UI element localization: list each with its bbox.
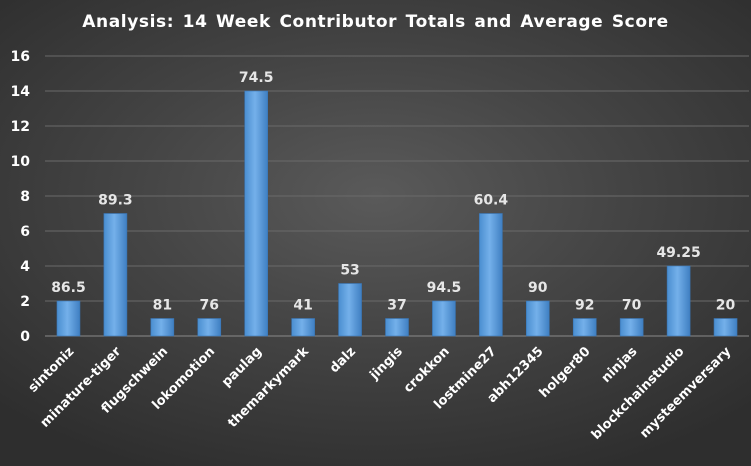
bar-lostmine27 (479, 213, 503, 337)
bar-dalz (338, 283, 362, 337)
y-tick-label: 14 (11, 84, 31, 100)
y-tick-label: 2 (20, 294, 30, 310)
bar-ninjas (619, 318, 644, 337)
data-label-holger80: 92 (575, 298, 594, 314)
bar-minature-tiger (103, 213, 128, 337)
data-label-minature-tiger: 89.3 (98, 193, 133, 209)
chart-title: Analysis: 14 Week Contributor Totals and… (82, 12, 669, 32)
x-tick-label-mysteemversary: mysteemversary (637, 344, 734, 441)
y-tick-label: 10 (11, 154, 31, 170)
gridlines (45, 55, 749, 337)
x-axis: sintonizminature-tigerflugschweinlokomot… (26, 344, 735, 443)
data-label-sintoniz: 86.5 (51, 280, 86, 296)
bar-jingis (385, 318, 409, 337)
bar-sintoniz (56, 300, 81, 337)
data-label-themarkymark: 41 (293, 298, 312, 314)
y-tick-label: 0 (20, 329, 30, 345)
data-labels: 86.5 89.3 81 76 74.5 41 53 37 94.5 60.4 90 92 70 49.2… (51, 70, 735, 314)
y-tick-label: 6 (20, 224, 30, 240)
y-tick-label: 16 (11, 49, 30, 65)
data-label-flugschwein: 81 (153, 298, 172, 314)
bar-blockchainstudio (666, 265, 691, 337)
data-label-lostmine27: 60.4 (474, 193, 509, 209)
x-tick-label-minature-tiger: minature-tiger (38, 344, 125, 431)
bar-crokkon (432, 300, 456, 337)
bar-holger80 (572, 318, 597, 337)
x-tick-label-ninjas: ninjas (599, 344, 641, 386)
bar-abh12345 (526, 300, 550, 337)
x-tick-label-holger80: holger80 (537, 344, 594, 401)
bar-mysteemversary (713, 318, 738, 337)
bars (56, 90, 738, 337)
data-label-ninjas: 70 (622, 298, 642, 314)
data-label-mysteemversary: 20 (716, 298, 736, 314)
x-tick-label-paulag: paulag (219, 344, 265, 390)
data-label-dalz: 53 (340, 263, 359, 279)
bar-lokomotion (197, 318, 222, 337)
y-tick-label: 12 (11, 119, 30, 135)
y-axis: 0 2 4 6 8 10 12 14 16 (11, 49, 31, 345)
y-tick-label: 8 (20, 189, 30, 205)
data-label-jingis: 37 (387, 298, 406, 314)
data-label-lokomotion: 76 (200, 298, 219, 314)
data-label-paulag: 74.5 (239, 70, 274, 86)
data-label-abh12345: 90 (528, 280, 548, 296)
bar-flugschwein (150, 318, 175, 337)
x-tick-label-blockchainstudio: blockchainstudio (589, 344, 688, 443)
y-tick-label: 4 (20, 259, 30, 275)
data-label-blockchainstudio: 49.25 (656, 245, 700, 261)
data-label-crokkon: 94.5 (427, 280, 462, 296)
bar-paulag (244, 90, 268, 337)
bar-themarkymark (291, 318, 315, 337)
x-tick-label-dalz: dalz (327, 344, 359, 376)
x-tick-label-jingis: jingis (366, 344, 406, 384)
x-tick-label-themarkymark: themarkymark (225, 344, 312, 431)
